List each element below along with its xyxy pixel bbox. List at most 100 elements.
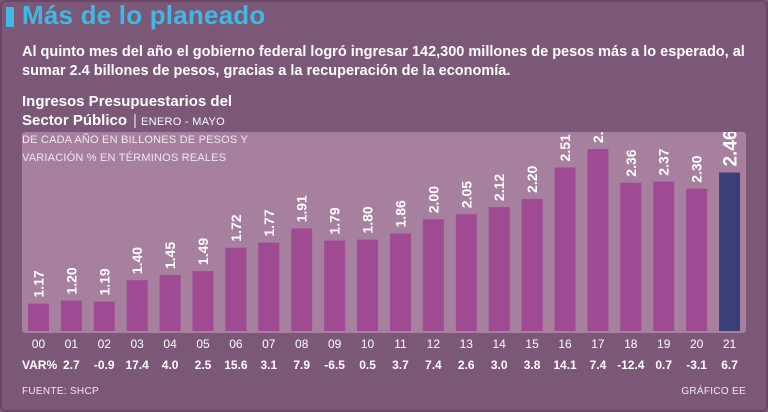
bar-16 [554,167,576,331]
bar-14 [488,207,510,331]
category-label-19: 19 [657,337,671,351]
source-note: FUENTE: SHCP [22,386,99,397]
category-label-00: 00 [31,337,46,351]
value-label-07: 1.77 [261,209,277,236]
bar-19 [653,181,675,331]
value-label-17: 2.69 [590,132,606,143]
variation-value-21: 6.7 [721,358,738,372]
bar-11 [389,233,411,331]
bar-06 [225,247,247,331]
bar-17 [587,149,609,331]
value-label-10: 1.80 [360,206,376,233]
variation-value-10: 0.5 [359,358,376,372]
chart-subtitle-line1: DE CADA AÑO EN BILLONES DE PESOS Y [22,134,249,146]
value-label-13: 2.05 [458,181,474,208]
value-label-12: 2.00 [425,186,441,213]
value-label-08: 1.91 [294,195,310,222]
value-label-15: 2.20 [524,165,540,192]
bar-08 [291,228,313,331]
variation-value-17: 7.4 [589,358,607,372]
chart-subtitle-line2: VARIACIÓN % EN TÉRMINOS REALES [22,152,227,164]
chart-title-line1: Ingresos Presupuestarios del [22,93,233,110]
headline: Más de lo planeado [22,0,266,30]
variation-value-03: 17.4 [125,358,149,372]
bar-15 [521,198,543,331]
bar-18 [620,182,642,331]
category-label-20: 20 [689,337,704,351]
title-separator: | [133,112,137,129]
variation-value-06: 15.6 [224,358,248,372]
chart-title-line2-wrap: Sector Público | ENERO - MAYO [22,111,232,132]
bar-05 [192,271,214,331]
variation-value-01: 2.7 [63,358,80,372]
value-label-06: 1.72 [228,214,244,241]
value-label-01: 1.20 [63,267,79,294]
value-label-09: 1.79 [327,207,343,234]
category-label-16: 16 [558,337,572,351]
category-label-12: 12 [426,337,441,351]
bar-09 [324,240,346,331]
chart-plot-area: 1.17 1.20 1.19 1.40 1.45 1.49 1.72 1.77 1.91 1.79… [22,132,746,333]
bar-00 [27,303,49,331]
value-label-00: 1.17 [30,270,46,297]
variation-value-11: 3.7 [392,358,409,372]
category-label-10: 10 [360,337,375,351]
variation-value-14: 3.0 [490,358,508,372]
bar-21 [719,172,741,331]
variation-value-07: 3.1 [260,358,278,372]
category-label-17: 17 [591,337,605,351]
variation-value-05: 2.5 [194,358,212,372]
value-label-19: 2.37 [656,148,672,175]
chart-subtitle: DE CADA AÑO EN BILLONES DE PESOS Y VARIA… [22,131,248,167]
category-label-07: 07 [262,337,276,351]
chart-title-line2: Sector Público [22,112,128,129]
value-label-11: 1.86 [392,200,408,227]
bar-04 [159,275,181,331]
bar-02 [93,301,115,331]
value-label-14: 2.12 [491,174,507,201]
bar-20 [686,188,708,331]
chart-title: Ingresos Presupuestarios del Sector Públ… [22,92,232,132]
variation-value-20: -3.1 [686,358,707,372]
category-label-18: 18 [624,337,638,351]
variation-value-16: 14.1 [553,358,577,372]
category-label-21: 21 [722,337,737,351]
category-label-02: 02 [97,337,111,351]
variation-value-04: 4.0 [161,358,179,372]
bar-13 [455,214,477,331]
value-label-18: 2.36 [623,149,639,176]
variation-value-12: 7.4 [425,358,442,372]
headline-accent-bar [6,7,14,27]
value-label-05: 1.49 [195,238,211,265]
category-label-01: 01 [64,337,79,351]
variation-value-09: -6.5 [324,358,345,372]
value-label-16: 2.51 [557,134,573,161]
category-label-05: 05 [196,337,210,351]
variation-label: VAR% [22,358,58,372]
value-label-03: 1.40 [129,247,145,274]
bar-03 [126,280,148,331]
value-label-04: 1.45 [162,242,178,269]
value-label-21: 2.46 [721,132,742,167]
intro-paragraph: Al quinto mes del año el gobierno federa… [22,44,745,79]
value-label-02: 1.19 [96,268,112,295]
variation-value-08: 7.9 [293,358,311,372]
variation-value-13: 2.6 [457,358,475,372]
chart-period: ENERO - MAYO [140,116,226,128]
variation-value-18: -12.4 [617,358,645,372]
variation-value-15: 3.8 [523,358,541,372]
category-label-08: 08 [295,337,309,351]
category-label-09: 09 [327,337,342,351]
category-label-14: 14 [492,337,506,351]
bar-chart: 1.17 1.20 1.19 1.40 1.45 1.49 1.72 1.77 1.91 1.79… [27,132,742,331]
variation-row: VAR% 2.7 -0.9 17.4 4.0 2.5 15.6 3.1 7.9 -6.5 0.5 3… [22,356,746,376]
category-label-13: 13 [459,337,473,351]
variation-value-02: -0.9 [93,358,115,372]
category-label-15: 15 [525,337,539,351]
category-label-03: 03 [130,337,144,351]
category-label-11: 11 [394,337,407,351]
bar-12 [422,219,444,331]
bar-10 [357,239,379,331]
bar-07 [258,242,280,331]
